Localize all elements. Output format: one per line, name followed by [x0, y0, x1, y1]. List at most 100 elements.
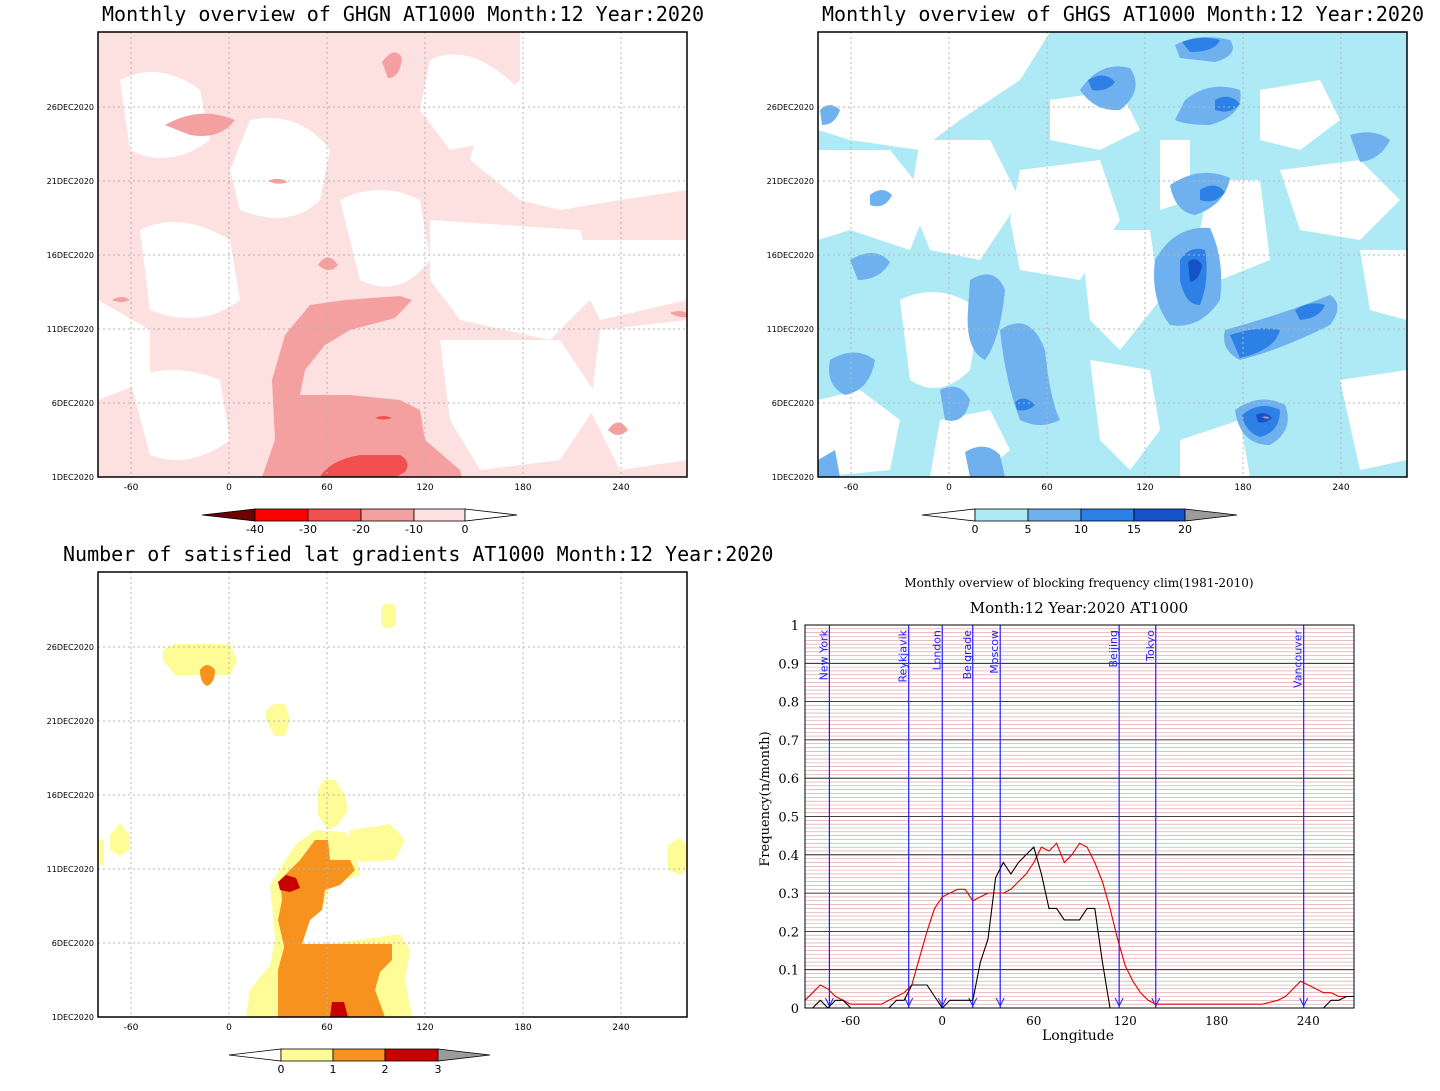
y-tick-label: 0.1	[778, 964, 799, 979]
ghgn-xtick: -60	[124, 483, 139, 493]
gradients-grid	[98, 572, 687, 1017]
gradients-xtick: 60	[321, 1023, 333, 1033]
ghgn-cb-label: -40	[246, 523, 264, 536]
ghgn-xtick: 0	[226, 483, 232, 493]
gradients-cb-label: 0	[278, 1063, 285, 1076]
gradients-cb-label: 3	[435, 1063, 442, 1076]
ghgn-xtick: 240	[612, 483, 629, 493]
ghgs-cb-label: 10	[1074, 523, 1088, 536]
ghgs-ytick: 26DEC2020	[767, 103, 814, 112]
gradients-yticks: 1DEC2020 6DEC2020 11DEC2020 16DEC2020 21…	[47, 643, 94, 1022]
gradients-title: Number of satisfied lat gradients AT1000…	[63, 542, 774, 566]
gradients-frame	[97, 571, 688, 1018]
gradients-ytick: 6DEC2020	[52, 939, 94, 948]
gradients-colorbar	[228, 1048, 491, 1062]
ghgs-xtick: 180	[1234, 483, 1251, 493]
y-tick-label: 0.2	[778, 925, 799, 940]
y-tick-label: 0.6	[778, 772, 799, 787]
gradients-xtick: 0	[226, 1023, 232, 1033]
city-label: Belgrade	[961, 630, 974, 680]
ghgn-colorbar-labels: -40 -30 -20 -10 0	[246, 523, 468, 536]
ghgs-colorbar	[921, 508, 1238, 522]
city-label: London	[930, 630, 943, 670]
gradients-cb-label: 1	[330, 1063, 337, 1076]
ghgn-ytick: 11DEC2020	[47, 325, 94, 334]
gradients-ytick: 11DEC2020	[47, 865, 94, 874]
ghgn-ytick: 1DEC2020	[52, 473, 94, 482]
ghgn-ytick: 21DEC2020	[47, 177, 94, 186]
blocking-line-chart: Monthly overview of blocking frequency c…	[758, 576, 1355, 1044]
ghgn-frame	[97, 31, 688, 478]
ghgs-ytick: 16DEC2020	[767, 251, 814, 260]
ghgn-cb-label: -10	[405, 523, 423, 536]
ghgn-cb-label: -20	[352, 523, 370, 536]
city-label: Beijing	[1107, 630, 1120, 667]
y-tick-label: 0.8	[778, 696, 799, 711]
ghgs-yticks: 1DEC2020 6DEC2020 11DEC2020 16DEC2020 21…	[767, 103, 814, 482]
ghgs-xtick: 60	[1041, 483, 1053, 493]
gradients-ytick: 21DEC2020	[47, 717, 94, 726]
gradients-panel: Number of satisfied lat gradients AT1000…	[0, 540, 774, 1091]
ghgn-xtick: 180	[514, 483, 531, 493]
ghgs-map: -60 0 60 120 180 240 1DEC2020 6DEC2020 1…	[767, 31, 1408, 536]
ghgs-ytick: 6DEC2020	[772, 399, 814, 408]
ghgs-cb-label: 20	[1178, 523, 1192, 536]
gradients-ytick: 26DEC2020	[47, 643, 94, 652]
ghgs-ytick: 11DEC2020	[767, 325, 814, 334]
ghgn-title: Monthly overview of GHGN AT1000 Month:12…	[102, 2, 705, 26]
blocking-title: Monthly overview of blocking frequency c…	[904, 576, 1253, 590]
y-tick-label: 0.4	[778, 849, 799, 864]
blocking-subtitle: Month:12 Year:2020 AT1000	[970, 599, 1188, 617]
plot-frame	[804, 624, 1355, 1009]
gradients-colorbar-labels: 0 1 2 3	[278, 1063, 442, 1076]
ghgn-ytick: 26DEC2020	[47, 103, 94, 112]
city-arrow-icon	[1114, 997, 1124, 1008]
city-arrow-icon	[904, 997, 914, 1008]
ghgs-panel: Monthly overview of GHGS AT1000 Month:12…	[720, 0, 1440, 545]
ghgn-grid	[98, 32, 687, 477]
y-tick-label: 1	[791, 619, 799, 634]
city-label: Moscow	[988, 630, 1001, 674]
ghgn-xtick: 60	[321, 483, 333, 493]
ghgn-ytick: 6DEC2020	[52, 399, 94, 408]
ghgs-frame	[817, 31, 1408, 478]
ghgn-ytick: 16DEC2020	[47, 251, 94, 260]
x-tick-label: 60	[1026, 1014, 1041, 1028]
ghgs-grid	[818, 32, 1407, 477]
ghgn-colorbar	[201, 508, 518, 522]
ghgs-xticks: -60 0 60 120 180 240	[844, 483, 1350, 493]
y-tick-label: 0.5	[778, 811, 799, 826]
blocking-xlabel: Longitude	[1042, 1028, 1114, 1044]
x-tick-label: 240	[1297, 1014, 1320, 1028]
ghgn-xtick: 120	[416, 483, 433, 493]
gradients-xtick: -60	[124, 1023, 139, 1033]
ghgn-cb-label: 0	[462, 523, 469, 536]
ghgs-ytick: 1DEC2020	[772, 473, 814, 482]
ghgs-ytick: 21DEC2020	[767, 177, 814, 186]
blocking-panel: Monthly overview of blocking frequency c…	[720, 545, 1440, 1091]
ghgn-map: -60 0 60 120 180 240 1DEC2020 6DEC2020 1…	[47, 31, 688, 536]
ghgs-cb-label: 5	[1025, 523, 1032, 536]
series-line	[804, 842, 1354, 1005]
ghgs-cb-label: 0	[972, 523, 979, 536]
x-tick-label: 120	[1114, 1014, 1137, 1028]
ghgs-cb-label: 15	[1127, 523, 1141, 536]
city-label: Vancouver	[1292, 630, 1305, 688]
ghgn-yticks: 1DEC2020 6DEC2020 11DEC2020 16DEC2020 21…	[47, 103, 94, 482]
gradients-xtick: 120	[416, 1023, 433, 1033]
x-tick-label: 0	[938, 1014, 946, 1028]
ghgs-title: Monthly overview of GHGS AT1000 Month:12…	[822, 2, 1425, 26]
ghgs-xtick: 240	[1332, 483, 1349, 493]
gradients-xticks: -60 0 60 120 180 240	[124, 1023, 630, 1033]
ghgs-xtick: 0	[946, 483, 952, 493]
ghgs-xtick: -60	[844, 483, 859, 493]
ghgs-xtick: 120	[1136, 483, 1153, 493]
ghgn-cb-label: -30	[299, 523, 317, 536]
blocking-ylabel: Frequency(n/month)	[758, 731, 773, 866]
ghgn-panel: Monthly overview of GHGN AT1000 Month:12…	[0, 0, 720, 545]
city-arrow-icon	[1299, 997, 1309, 1008]
x-tick-label: -60	[841, 1014, 860, 1028]
gradients-xtick: 180	[514, 1023, 531, 1033]
city-arrow-icon	[937, 997, 947, 1008]
gradients-ytick: 1DEC2020	[52, 1013, 94, 1022]
